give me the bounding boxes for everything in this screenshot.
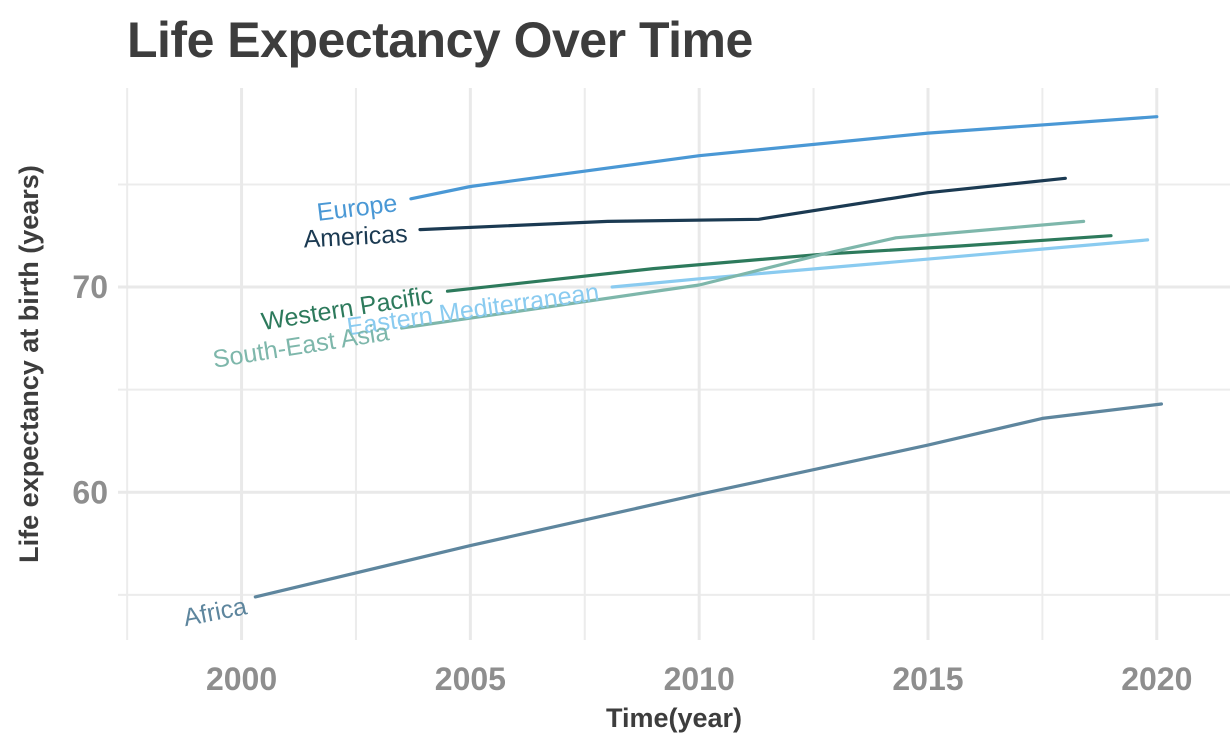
axis-tick-labels: 2000 2005 2010 2015 2020 60 70 bbox=[72, 269, 1192, 697]
series-line-eastern-mediterranean bbox=[610, 238, 1150, 289]
x-tick-label: 2000 bbox=[206, 661, 277, 697]
chart-title: Life Expectancy Over Time bbox=[127, 12, 753, 68]
series-line-south-east-asia bbox=[400, 219, 1086, 330]
gridlines bbox=[118, 88, 1230, 640]
x-axis-title: Time(year) bbox=[606, 703, 742, 733]
y-axis-title: Life expectancy at birth (years) bbox=[14, 165, 44, 563]
x-tick-label: 2005 bbox=[435, 661, 506, 697]
x-tick-label: 2010 bbox=[664, 661, 735, 697]
series-label-americas: Americas bbox=[303, 220, 409, 253]
series-line-africa bbox=[253, 402, 1164, 599]
series-lines bbox=[253, 115, 1164, 599]
y-tick-label: 60 bbox=[72, 474, 108, 510]
x-tick-label: 2020 bbox=[1121, 661, 1192, 697]
series-label-africa: Africa bbox=[181, 592, 249, 632]
y-tick-label: 70 bbox=[72, 269, 108, 305]
series-line-europe bbox=[409, 115, 1159, 201]
x-tick-label: 2015 bbox=[892, 661, 963, 697]
series-line-americas bbox=[418, 176, 1067, 232]
